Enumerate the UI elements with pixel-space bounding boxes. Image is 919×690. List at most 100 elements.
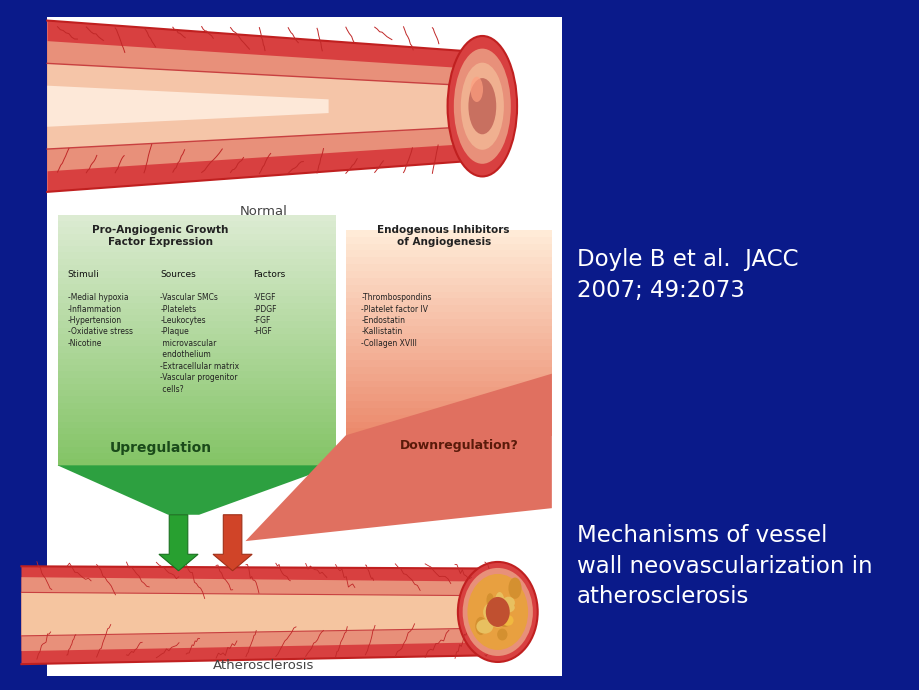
Bar (346, 312, 551, 320)
Ellipse shape (476, 620, 493, 633)
Polygon shape (213, 515, 252, 571)
Ellipse shape (494, 592, 504, 613)
Bar (58, 359, 335, 366)
Ellipse shape (462, 568, 532, 656)
Text: -Thrombospondins
-Platelet factor IV
-Endostatin
-Kallistatin
-Collagen XVIII: -Thrombospondins -Platelet factor IV -En… (361, 293, 431, 348)
Polygon shape (21, 577, 479, 651)
Ellipse shape (508, 578, 521, 599)
Bar (58, 303, 335, 310)
Ellipse shape (447, 36, 516, 177)
Text: -VEGF
-PDGF
-FGF
-HGF: -VEGF -PDGF -FGF -HGF (253, 293, 277, 337)
Text: Doyle B et al.  JACC
2007; 49:2073: Doyle B et al. JACC 2007; 49:2073 (576, 248, 798, 302)
Ellipse shape (502, 597, 515, 609)
Bar (47, 17, 562, 676)
Bar (58, 377, 335, 385)
Ellipse shape (470, 77, 482, 102)
Polygon shape (21, 566, 479, 664)
Polygon shape (47, 21, 469, 192)
Ellipse shape (498, 602, 515, 613)
Polygon shape (47, 86, 328, 127)
Bar (58, 315, 335, 322)
Bar (346, 292, 551, 299)
Bar (346, 339, 551, 347)
Polygon shape (245, 374, 551, 541)
Bar (58, 215, 335, 222)
Text: Normal: Normal (239, 205, 287, 218)
Ellipse shape (475, 617, 486, 635)
Bar (346, 360, 551, 368)
Bar (346, 319, 551, 327)
Bar (58, 415, 335, 422)
Bar (58, 428, 335, 435)
Bar (346, 367, 551, 375)
Bar (58, 371, 335, 379)
Bar (346, 415, 551, 422)
Bar (58, 397, 335, 404)
Ellipse shape (467, 574, 528, 650)
Bar (346, 264, 551, 272)
Bar (58, 309, 335, 316)
Text: Atherosclerosis: Atherosclerosis (212, 658, 313, 671)
Bar (346, 408, 551, 416)
Bar (346, 401, 551, 409)
Bar (58, 334, 335, 341)
Bar (346, 285, 551, 293)
Bar (346, 394, 551, 402)
Text: Downregulation?: Downregulation? (399, 439, 518, 451)
Text: Stimuli: Stimuli (68, 270, 99, 279)
Ellipse shape (460, 63, 504, 150)
Bar (58, 284, 335, 291)
Bar (58, 271, 335, 279)
Bar (58, 409, 335, 416)
Polygon shape (47, 63, 469, 149)
Bar (58, 446, 335, 454)
Bar (58, 346, 335, 354)
Bar (346, 333, 551, 340)
Text: Mechanisms of vessel
wall neovascularization in
atherosclerosis: Mechanisms of vessel wall neovasculariza… (576, 524, 871, 608)
Bar (58, 277, 335, 285)
Bar (346, 428, 551, 436)
Bar (346, 244, 551, 251)
Bar (346, 346, 551, 354)
Ellipse shape (486, 593, 494, 607)
Ellipse shape (453, 48, 510, 164)
Bar (58, 322, 335, 328)
Ellipse shape (490, 614, 505, 628)
Bar (58, 290, 335, 297)
Bar (346, 422, 551, 429)
Polygon shape (21, 593, 479, 636)
Bar (346, 278, 551, 286)
Bar (58, 259, 335, 266)
Ellipse shape (468, 78, 495, 135)
Bar (58, 221, 335, 228)
Bar (58, 296, 335, 304)
Bar (58, 434, 335, 442)
Bar (58, 253, 335, 259)
Text: Factors: Factors (253, 270, 285, 279)
Bar (58, 391, 335, 397)
Text: Upregulation: Upregulation (109, 442, 211, 455)
Bar (58, 440, 335, 448)
Bar (346, 230, 551, 238)
Bar (58, 403, 335, 410)
Bar (346, 250, 551, 258)
Bar (346, 298, 551, 306)
Text: Sources: Sources (160, 270, 196, 279)
Ellipse shape (458, 562, 537, 662)
Ellipse shape (496, 629, 507, 640)
Text: Pro-Angiogenic Growth
Factor Expression: Pro-Angiogenic Growth Factor Expression (92, 225, 229, 247)
Polygon shape (159, 515, 198, 571)
Bar (58, 234, 335, 241)
Bar (346, 257, 551, 265)
Bar (58, 365, 335, 373)
Bar (58, 246, 335, 253)
Ellipse shape (482, 604, 496, 621)
Bar (346, 305, 551, 313)
Bar (58, 340, 335, 347)
Bar (58, 353, 335, 360)
Bar (346, 374, 551, 382)
Bar (346, 353, 551, 361)
Polygon shape (47, 41, 469, 171)
Ellipse shape (485, 597, 509, 627)
Bar (58, 459, 335, 466)
